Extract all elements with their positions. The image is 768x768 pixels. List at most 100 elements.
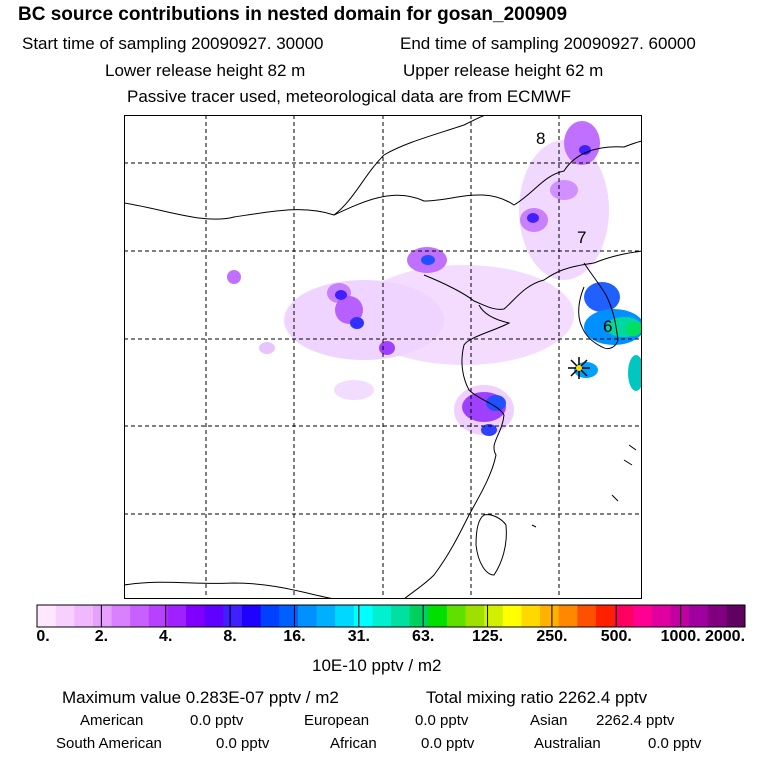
colorbar-swatch xyxy=(186,605,206,627)
plume-core xyxy=(421,255,435,265)
colorbar-swatch xyxy=(521,605,541,627)
taiwan-coast xyxy=(475,514,507,576)
lower-release-height: Lower release height 82 m xyxy=(105,61,306,80)
south-american-value: 0.0 pptv xyxy=(216,735,270,752)
colorbar-swatch xyxy=(316,605,336,627)
colorbar-tick-label: 16. xyxy=(283,628,306,645)
colorbar-swatch xyxy=(707,605,727,627)
colorbar-swatch xyxy=(540,605,560,627)
american-label: American xyxy=(80,712,144,729)
plume-medium xyxy=(550,180,578,200)
colorbar-tick-label: 0. xyxy=(36,628,50,645)
plume-korea xyxy=(626,322,642,336)
coastline xyxy=(403,304,511,599)
colorbar-swatch xyxy=(577,605,597,627)
plume-core xyxy=(350,317,364,329)
colorbar-swatch xyxy=(279,605,299,627)
colorbar-swatch xyxy=(391,605,411,627)
colorbar-tick-label: 2. xyxy=(94,628,109,645)
map-panel: 8 7 6 xyxy=(124,115,642,599)
colorbar-tick-label: 2000. xyxy=(704,628,746,645)
south-american-label: South American xyxy=(56,735,162,752)
colorbar-tick-label: 125. xyxy=(471,628,504,645)
colorbar-swatch xyxy=(241,605,262,627)
plume-core xyxy=(579,145,591,155)
plume-faint xyxy=(334,380,374,400)
plume-medium xyxy=(379,341,395,355)
colorbar-swatch xyxy=(55,605,75,627)
colorbar-units: 10E-10 pptv / m2 xyxy=(312,656,442,675)
colorbar-tick-label: 63. xyxy=(412,628,435,645)
receptor-dot xyxy=(576,365,582,371)
plume-medium xyxy=(335,296,363,324)
plume-core xyxy=(481,424,497,436)
colorbar-swatch xyxy=(428,605,448,627)
colorbar-swatch xyxy=(633,605,653,627)
grid-label-8: 8 xyxy=(536,129,545,148)
colorbar-swatch xyxy=(297,605,317,627)
colorbar-swatch xyxy=(92,605,113,627)
colorbar-tick-label: 4. xyxy=(159,628,173,645)
graticule xyxy=(124,115,642,599)
asian-value: 2262.4 pptv xyxy=(596,712,675,729)
colorbar xyxy=(36,604,746,628)
colorbar-swatch xyxy=(446,605,467,627)
plume-faint xyxy=(519,140,609,280)
plume-core xyxy=(486,395,506,411)
colorbar-swatch xyxy=(111,605,131,627)
colorbar-swatch xyxy=(148,605,168,627)
colorbar-swatch xyxy=(372,605,392,627)
colorbar-swatch xyxy=(74,605,94,627)
plume-medium xyxy=(227,270,241,284)
colorbar-swatch xyxy=(670,605,690,627)
european-label: European xyxy=(304,712,370,729)
colorbar-tick-label: 1000. xyxy=(660,628,701,645)
end-time: End time of sampling 20090927. 60000 xyxy=(400,34,696,53)
colorbar-swatch xyxy=(484,605,504,627)
colorbar-tick-label: 500. xyxy=(600,628,632,645)
border-line xyxy=(124,140,642,220)
map-frame xyxy=(124,115,642,599)
colorbar-swatch xyxy=(167,605,187,627)
colorbar-swatch xyxy=(130,605,150,627)
colorbar-swatch xyxy=(726,605,746,627)
coastline-korea xyxy=(578,262,619,350)
plume-medium xyxy=(564,121,600,165)
colorbar-swatch xyxy=(558,605,578,627)
plume-faint xyxy=(259,342,275,354)
european-value: 0.0 pptv xyxy=(415,712,469,729)
colorbar-frame xyxy=(36,604,746,628)
plume-faint xyxy=(284,280,444,360)
plume-core xyxy=(335,290,347,300)
colorbar-swatch xyxy=(204,605,224,627)
start-time: Start time of sampling 20090927. 30000 xyxy=(22,34,324,53)
colorbar-swatch xyxy=(260,605,280,627)
colorbar-tick-label: 250. xyxy=(536,628,568,645)
total-mixing-ratio: Total mixing ratio 2262.4 pptv xyxy=(426,688,648,707)
upper-release-height: Upper release height 62 m xyxy=(403,61,604,80)
african-value: 0.0 pptv xyxy=(421,735,475,752)
plume-korea xyxy=(584,282,620,312)
colorbar-swatch xyxy=(595,605,616,627)
african-label: African xyxy=(330,735,377,752)
colorbar-swatch xyxy=(335,605,355,627)
border-line xyxy=(333,115,487,216)
colorbar-swatch xyxy=(223,605,243,627)
colorbar-swatch xyxy=(614,605,634,627)
colorbar-swatch xyxy=(651,605,671,627)
colorbar-swatch xyxy=(353,605,373,627)
plume-core xyxy=(527,213,539,223)
australian-label: Australian xyxy=(534,735,601,752)
grid-label-7: 7 xyxy=(577,228,586,247)
colorbar-tick-label: 31. xyxy=(347,628,370,645)
island-outline xyxy=(531,444,637,528)
border-line xyxy=(124,581,335,599)
plot-title: BC source contributions in nested domain… xyxy=(18,4,568,25)
max-value: Maximum value 0.283E-07 pptv / m2 xyxy=(62,688,339,707)
colorbar-tick-label: 8. xyxy=(223,628,237,645)
american-value: 0.0 pptv xyxy=(190,712,244,729)
colorbar-swatch xyxy=(37,605,57,627)
plume-japan xyxy=(628,355,642,391)
colorbar-swatch xyxy=(465,605,485,627)
concentration-field xyxy=(227,121,642,436)
